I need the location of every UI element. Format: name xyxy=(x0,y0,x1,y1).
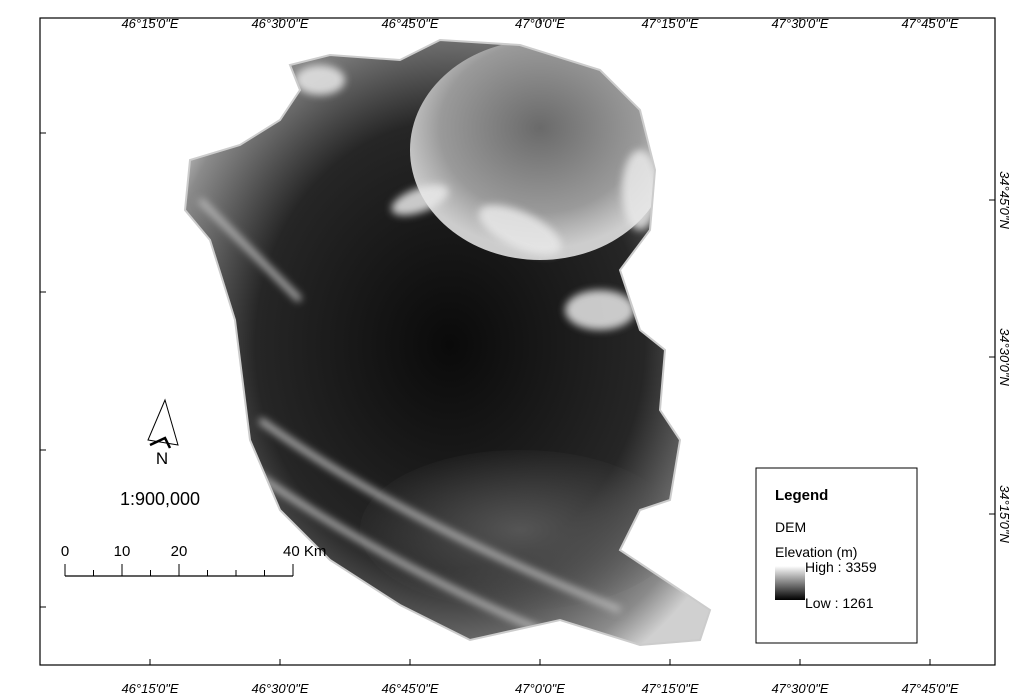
scale-label: 0 xyxy=(61,543,69,560)
bottom-coord-label: 47°0'0"E xyxy=(515,681,565,696)
scale-text: 1:900,000 xyxy=(120,489,200,509)
legend-ramp xyxy=(775,566,805,600)
scale-label: 10 xyxy=(114,543,131,560)
legend-high: High : 3359 xyxy=(805,559,877,575)
bottom-coord-label: 46°45'0"E xyxy=(381,681,438,696)
legend: Legend DEM Elevation (m) High : 3359 Low… xyxy=(755,467,918,644)
scale-bar: 0 10 20 40 Km xyxy=(61,543,326,577)
north-arrow: N xyxy=(147,398,179,468)
north-label: N xyxy=(156,449,168,468)
legend-field: Elevation (m) xyxy=(775,544,857,560)
scale-label: 20 xyxy=(171,543,188,560)
bottom-coord-label: 47°30'0"E xyxy=(771,681,828,696)
map-frame xyxy=(39,17,996,666)
right-coord-label: 34°15'0"N xyxy=(997,485,1011,543)
legend-layer: DEM xyxy=(775,519,806,535)
legend-title: Legend xyxy=(775,487,828,504)
legend-low: Low : 1261 xyxy=(805,595,874,611)
legend-box xyxy=(755,467,918,644)
right-coord-label: 34°45'0"N xyxy=(997,171,1011,229)
bottom-coord-label: 47°15'0"E xyxy=(641,681,698,696)
scale-label: 40 Km xyxy=(283,543,326,560)
bottom-coord-label: 46°15'0"E xyxy=(121,681,178,696)
bottom-coord-label: 46°30'0"E xyxy=(251,681,308,696)
bottom-coord-label: 47°45'0"E xyxy=(901,681,958,696)
right-coord-label: 34°30'0"N xyxy=(997,328,1011,386)
